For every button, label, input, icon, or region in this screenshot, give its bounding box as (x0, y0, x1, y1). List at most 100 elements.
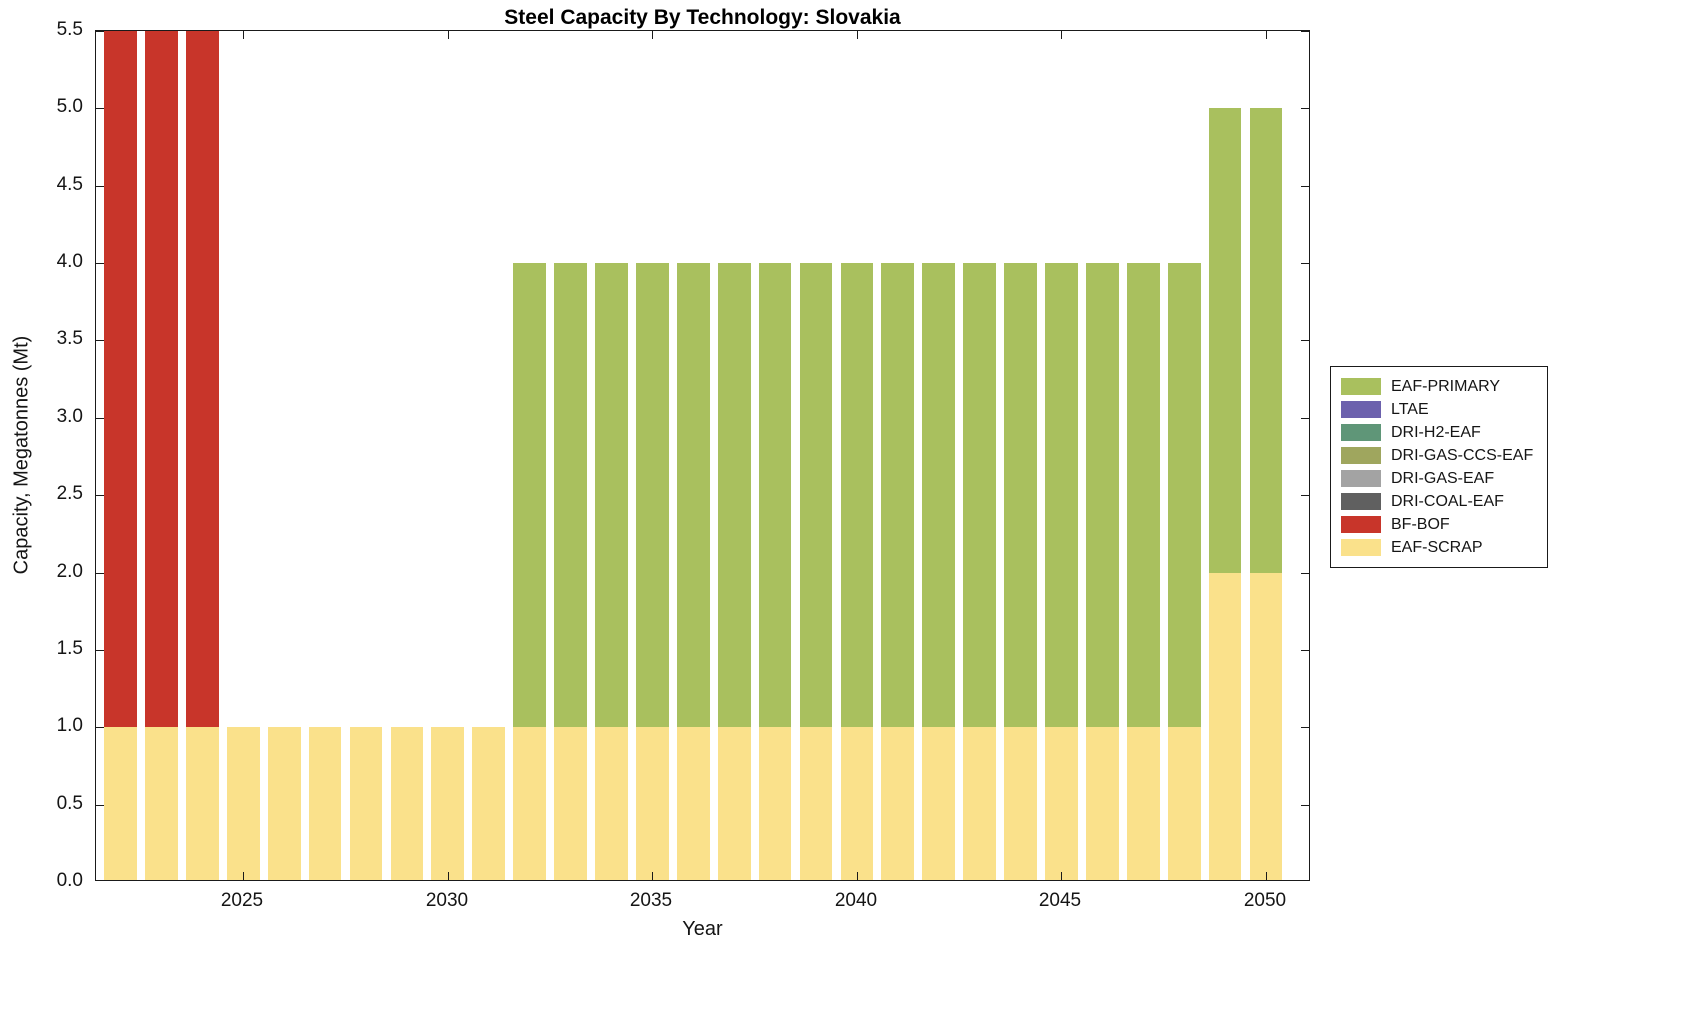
bar-segment-eaf-primary (636, 263, 669, 728)
bar-segment-eaf-scrap (513, 727, 546, 880)
axis-tick (243, 31, 244, 39)
legend-label: EAF-PRIMARY (1391, 377, 1501, 395)
bar-segment-eaf-primary (1004, 263, 1037, 728)
legend-label: BF-BOF (1391, 515, 1450, 533)
x-tick-label: 2025 (220, 890, 264, 911)
y-tick-label: 1.5 (56, 638, 83, 659)
bar-segment-eaf-scrap (636, 727, 669, 880)
bar-segment-eaf-scrap (676, 727, 710, 880)
bar-segment-eaf-scrap (1249, 572, 1283, 880)
legend-item-bf-bof: BF-BOF (1341, 513, 1533, 536)
bar-segment-eaf-scrap (799, 727, 833, 880)
bar-segment-eaf-scrap (922, 727, 956, 880)
plot-area (95, 30, 1310, 881)
axis-tick (1301, 880, 1309, 881)
legend: EAF-PRIMARY LTAE DRI-H2-EAF DRI-GAS-CCS-EAF… (1330, 366, 1549, 568)
axis-tick (1301, 186, 1309, 187)
axis-tick (1301, 727, 1309, 728)
y-tick-label: 4.5 (56, 174, 83, 195)
bar-segment-eaf-scrap (226, 727, 260, 880)
bar-segment-eaf-scrap (881, 727, 915, 880)
axis-tick (96, 727, 104, 728)
bar-segment-eaf-primary (1086, 263, 1119, 728)
axis-tick (96, 263, 104, 264)
bar-segment-eaf-scrap (554, 727, 587, 880)
legend-swatch (1341, 424, 1381, 441)
bar-segment-eaf-primary (554, 263, 587, 728)
x-tick-label: 2040 (834, 890, 878, 911)
legend-item-dri-gas-eaf: DRI-GAS-EAF (1341, 467, 1533, 490)
bar-segment-eaf-primary (1126, 263, 1160, 728)
bar-segment-eaf-scrap (1208, 572, 1242, 880)
axis-tick (1301, 108, 1309, 109)
x-tick-label: 2035 (629, 890, 673, 911)
axis-tick (1301, 418, 1309, 419)
axis-tick (96, 31, 104, 32)
axis-tick (857, 31, 858, 39)
axis-tick (1301, 495, 1309, 496)
bar-segment-eaf-primary (676, 263, 710, 728)
axis-tick (1301, 340, 1309, 341)
axis-tick (96, 340, 104, 341)
bar-segment-eaf-scrap (145, 727, 178, 880)
axis-tick (1266, 872, 1267, 880)
legend-item-ltae: LTAE (1341, 398, 1533, 421)
axis-tick (96, 880, 104, 881)
bar-segment-eaf-primary (963, 263, 996, 728)
legend-swatch (1341, 516, 1381, 533)
bar-segment-eaf-scrap (1086, 727, 1119, 880)
legend-swatch (1341, 493, 1381, 510)
bar-segment-bf-bof (104, 31, 137, 728)
axis-tick (96, 108, 104, 109)
bar-segment-eaf-scrap (267, 727, 301, 880)
y-axis-label: Capacity, Megatonnes (Mt) (10, 335, 33, 575)
y-tick-label: 3.5 (56, 328, 83, 349)
axis-tick (96, 650, 104, 651)
axis-tick (1061, 872, 1062, 880)
y-tick-label: 2.0 (56, 561, 83, 582)
axis-tick (652, 31, 653, 39)
bar-segment-eaf-scrap (963, 727, 996, 880)
axis-tick (448, 31, 449, 39)
bar-segment-eaf-scrap (1045, 727, 1078, 880)
bar-segment-eaf-scrap (349, 727, 383, 880)
bar-segment-eaf-scrap (104, 727, 137, 880)
legend-swatch (1341, 539, 1381, 556)
bar-segment-eaf-scrap (758, 727, 792, 880)
legend-item-dri-h2-eaf: DRI-H2-EAF (1341, 421, 1533, 444)
y-tick-label: 5.5 (56, 19, 83, 40)
axis-tick (1301, 263, 1309, 264)
legend-label: DRI-GAS-CCS-EAF (1391, 446, 1534, 464)
bar-segment-eaf-scrap (1167, 727, 1201, 880)
bar-segment-eaf-primary (881, 263, 915, 728)
legend-item-eaf-primary: EAF-PRIMARY (1341, 375, 1533, 398)
bar-segment-eaf-scrap (472, 727, 506, 880)
bar-segment-eaf-primary (840, 263, 874, 728)
legend-item-dri-gas-ccs-eaf: DRI-GAS-CCS-EAF (1341, 444, 1533, 467)
y-tick-label: 2.5 (56, 483, 83, 504)
bar-segment-eaf-primary (1249, 108, 1283, 573)
axis-tick (448, 872, 449, 880)
y-tick-label: 0.5 (56, 793, 83, 814)
legend-swatch (1341, 470, 1381, 487)
bar-segment-eaf-primary (717, 263, 751, 728)
bar-segment-bf-bof (186, 31, 219, 728)
axis-tick (857, 872, 858, 880)
axis-tick (96, 186, 104, 187)
legend-label: EAF-SCRAP (1391, 538, 1483, 556)
legend-item-dri-coal-eaf: DRI-COAL-EAF (1341, 490, 1533, 513)
bar-segment-eaf-primary (758, 263, 792, 728)
legend-item-eaf-scrap: EAF-SCRAP (1341, 536, 1533, 559)
axis-tick (96, 418, 104, 419)
bar-segment-eaf-primary (1167, 263, 1201, 728)
legend-label: LTAE (1391, 400, 1429, 418)
legend-label: DRI-GAS-EAF (1391, 469, 1495, 487)
bar-segment-eaf-primary (513, 263, 546, 728)
y-tick-label: 3.0 (56, 406, 83, 427)
x-axis-label: Year (682, 918, 723, 940)
y-tick-label: 1.0 (56, 715, 83, 736)
bar-segment-eaf-primary (595, 263, 628, 728)
axis-tick (652, 872, 653, 880)
bar-segment-eaf-scrap (595, 727, 628, 880)
